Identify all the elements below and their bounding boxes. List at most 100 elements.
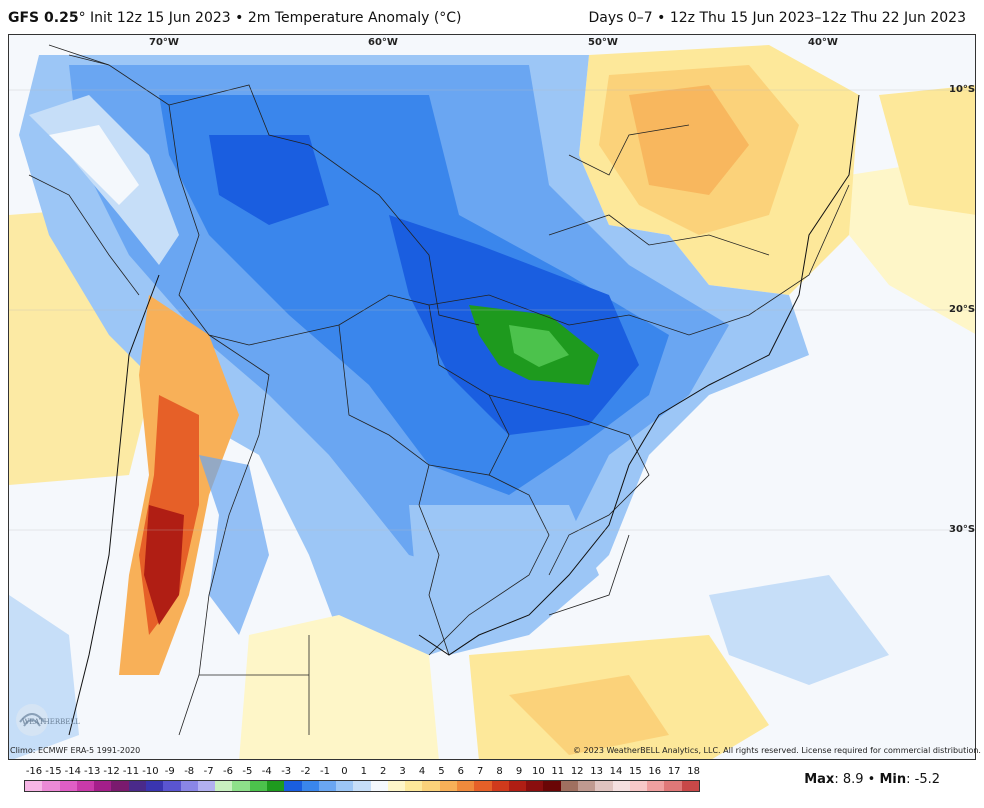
scale-tick-label: 0 [341,766,348,777]
climo-note: Climo: ECMWF ERA-5 1991-2020 [10,746,141,755]
scale-tick-label: 16 [648,766,662,777]
scale-swatch [215,781,233,791]
scale-swatch [457,781,475,791]
scale-swatch [405,781,423,791]
scale-tick-label: -16 [25,766,43,777]
min-label: Min [879,772,907,787]
scale-swatch [560,781,578,791]
scale-swatch [76,781,95,791]
min-value: : -5.2 [906,772,940,787]
scale-swatch [474,781,492,791]
scale-swatch [128,781,146,791]
scale-tick-label: 8 [496,766,503,777]
valid-period: Days 0–7 • 12z Thu 15 Jun 2023–12z Thu 2… [588,10,966,26]
scale-tick-label: 1 [360,766,367,777]
scale-swatch [439,781,458,791]
scale-swatch [232,781,250,791]
scale-swatch [59,781,77,791]
max-value: : 8.9 [834,772,864,787]
map-canvas [9,35,975,759]
scale-swatch [647,781,665,791]
scale-swatch [163,781,181,791]
scale-tick-label: -5 [242,766,253,777]
scale-swatch [387,781,406,791]
scale-swatch [94,781,112,791]
scale-swatch [664,781,682,791]
max-label: Max [804,772,835,787]
scale-tick-label: 4 [418,766,426,777]
scale-swatch [526,781,544,791]
lon-label-70w: 70°W [149,37,179,48]
scale-swatch [336,781,354,791]
max-min-readout: Max: 8.9 • Min: -5.2 [804,772,940,787]
scale-tick-label: -7 [203,766,214,777]
scale-tick-label: 2 [380,766,387,777]
stat-separator: • [863,772,880,787]
scale-swatch [42,781,60,791]
scale-swatch [595,781,613,791]
lon-label-50w: 50°W [588,37,618,48]
lat-label-30s: 30°S [949,524,976,535]
scale-tick-label: 11 [551,766,565,777]
scale-swatch [25,781,43,791]
scale-swatch [681,781,699,791]
scale-tick-label: -2 [300,766,311,777]
scale-tick-label: 3 [399,766,406,777]
scale-tick-label: -9 [164,766,175,777]
scale-tick-label: 14 [609,766,623,777]
scale-tick-label: -1 [320,766,330,777]
color-scale-bar [24,780,700,792]
scale-swatch [318,781,337,791]
scale-tick-label: -3 [281,766,292,777]
scale-tick-label: 6 [457,766,464,777]
scale-tick-label: 12 [570,766,584,777]
scale-tick-label: -8 [184,766,195,777]
scale-tick-label: -13 [84,766,101,777]
scale-tick-label: 18 [687,766,700,777]
scale-swatch [543,781,561,791]
scale-tick-label: 9 [515,766,523,777]
scale-tick-label: -12 [103,766,120,777]
scale-tick-label: -6 [223,766,233,777]
scale-tick-label: 7 [477,766,484,777]
scale-tick-label: 13 [590,766,603,777]
scale-swatch [301,781,319,791]
scale-swatch [284,781,302,791]
scale-tick-label: 10 [532,766,545,777]
scale-swatch [629,781,648,791]
scale-swatch [491,781,509,791]
scale-tick-label: 15 [629,766,642,777]
weatherbell-logo-icon: WEATHERBELL [16,704,80,736]
scale-tick-label: -4 [261,766,272,777]
scale-swatch [612,781,630,791]
scale-tick-label: -15 [45,766,62,777]
scale-tick-label: -14 [64,766,81,777]
header: GFS 0.25° Init 12z 15 Jun 2023 • 2m Temp… [0,0,984,34]
scale-tick-label: -10 [142,766,159,777]
scale-tick-label: 17 [667,766,681,777]
scale-swatch [422,781,440,791]
scale-swatch [353,781,371,791]
anomaly-map: 70°W 60°W 50°W 40°W 10°S 20°S 30°S [8,34,976,760]
scale-swatch [111,781,129,791]
scale-tick-label: 5 [438,766,445,777]
title-text: Init 12z 15 Jun 2023 • 2m Temperature An… [85,10,462,26]
degree-symbol: ° [78,10,86,26]
scale-swatch [370,781,388,791]
model-name: GFS 0.25 [8,10,79,26]
scale-swatch [508,781,527,791]
lat-label-10s: 10°S [949,84,976,95]
scale-swatch [266,781,285,791]
lon-label-40w: 40°W [808,37,838,48]
scale-swatch [180,781,198,791]
scale-swatch [145,781,164,791]
lat-label-20s: 20°S [949,304,976,315]
scale-tick-label: -11 [122,766,140,777]
copyright-note: © 2023 WeatherBELL Analytics, LLC. All r… [573,746,981,755]
scale-swatch [578,781,596,791]
logo-wordmark: WEATHERBELL [22,718,80,726]
scale-swatch [197,781,216,791]
scale-swatch [249,781,267,791]
lon-label-60w: 60°W [368,37,398,48]
chart-title: GFS 0.25° Init 12z 15 Jun 2023 • 2m Temp… [8,10,462,26]
